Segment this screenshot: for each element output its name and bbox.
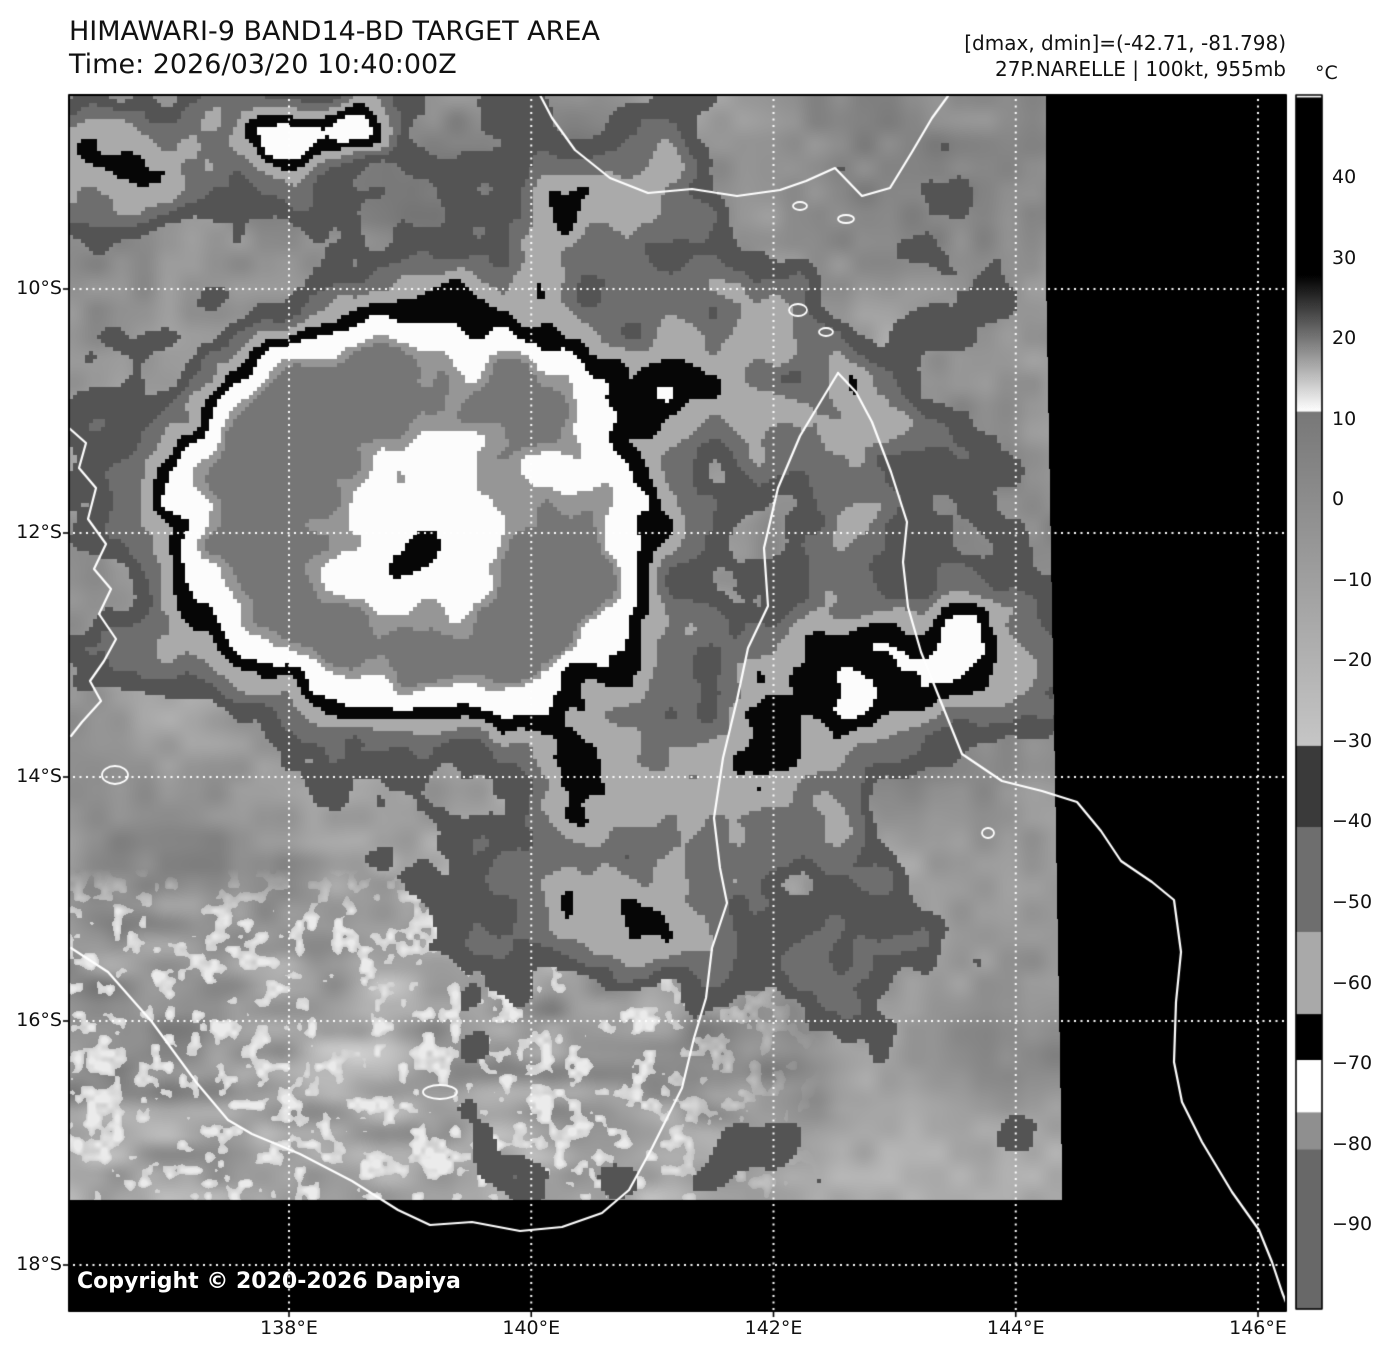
copyright-text: Copyright © 2020-2026 Dapiya [77, 1269, 461, 1294]
lon-tick-label: 144°E [986, 1317, 1045, 1339]
lat-tick-label: 18°S [16, 1253, 62, 1275]
storm-info: 27P.NARELLE | 100kt, 955mb [995, 57, 1286, 81]
lat-tick-label: 10°S [16, 277, 62, 299]
lon-tick-label: 138°E [260, 1317, 318, 1339]
colorbar-tick-label: 20 [1332, 327, 1357, 350]
lat-tick-label: 16°S [16, 1009, 62, 1031]
colorbar-tick-label: −80 [1332, 1132, 1373, 1155]
colorbar-tick-label: −20 [1332, 649, 1373, 672]
colorbar-tick-label: −40 [1332, 810, 1373, 833]
colorbar-tick-label: 10 [1332, 407, 1357, 430]
colorbar-tick-label: −60 [1332, 971, 1373, 994]
figure-time: Time: 2026/03/20 10:40:00Z [69, 49, 457, 80]
colorbar-tick-label: −30 [1332, 729, 1373, 752]
colorbar-tick-label: 30 [1332, 246, 1357, 269]
lat-tick-label: 12°S [16, 521, 62, 543]
colorbar-tick-label: 0 [1332, 488, 1345, 511]
dmax-dmin-readout: [dmax, dmin]=(-42.71, -81.798) [964, 31, 1286, 55]
colorbar-tick-label: −70 [1332, 1052, 1373, 1075]
colorbar-unit-label: °C [1315, 62, 1338, 84]
lon-tick-label: 142°E [744, 1317, 803, 1339]
lon-tick-label: 140°E [502, 1317, 561, 1339]
colorbar-tick-label: −90 [1332, 1213, 1373, 1236]
figure-title: HIMAWARI-9 BAND14-BD TARGET AREA [69, 16, 600, 47]
colorbar-tick-label: 40 [1332, 166, 1357, 188]
colorbar-tick-label: −50 [1332, 890, 1373, 913]
lat-tick-label: 14°S [16, 765, 62, 787]
lon-tick-label: 146°E [1229, 1317, 1287, 1339]
colorbar-tick-label: −10 [1332, 568, 1373, 591]
